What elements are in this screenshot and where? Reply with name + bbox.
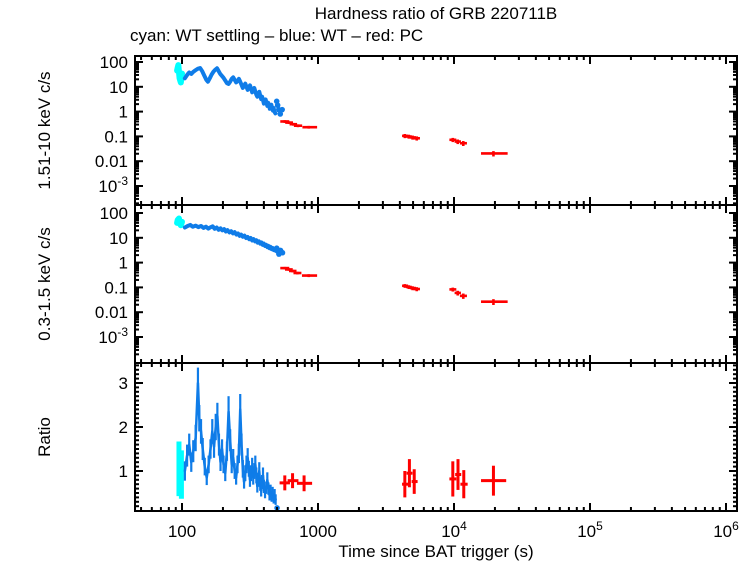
y-axis-title-hard: 1.51-10 keV c/s: [35, 71, 54, 189]
y-tick-label: 1: [119, 254, 128, 273]
wt-point: [279, 249, 286, 256]
y-tick-label: 0.1: [104, 127, 128, 146]
x-tick-label: 106: [713, 519, 739, 541]
x-tick-label: 100: [168, 522, 196, 541]
x-ticks-hard: [140, 56, 727, 205]
y-tick-label: 10-3: [98, 325, 128, 347]
panel-ratio: 3 2 1 Ratio: [35, 362, 738, 512]
y-tick-label: 10: [109, 78, 128, 97]
y-tick-label: 100: [100, 53, 128, 72]
x-tick-labels: 100 1000 104 105 106: [168, 519, 739, 541]
panel-frame-ratio: [134, 362, 738, 512]
chart-title: Hardness ratio of GRB 220711B: [314, 4, 558, 23]
series-ratio: [176, 367, 507, 511]
y-ticks-soft: [135, 212, 737, 356]
y-tick-label: 100: [100, 204, 128, 223]
x-ticks-soft: [140, 205, 727, 363]
y-axis-title-ratio: Ratio: [35, 417, 54, 457]
x-ticks-ratio: [140, 363, 727, 511]
y-tick-label: 10-3: [98, 174, 128, 196]
y-tick-label: 3: [119, 374, 128, 393]
panel-hard: 100 10 1 0.1 0.01 10-3 1.51-10 keV c/s: [35, 53, 738, 206]
y-tick-label: 0.01: [95, 152, 128, 171]
x-axis-title: Time since BAT trigger (s): [338, 542, 534, 561]
y-tick-label: 0.1: [104, 278, 128, 297]
y-tick-label: 0.01: [95, 303, 128, 322]
panel-soft: 100 10 1 0.1 0.01 10-3 0.3-1.5 keV c/s: [35, 204, 738, 364]
series-hard: [174, 62, 508, 157]
x-tick-label: 105: [577, 519, 603, 541]
y-tick-label: 1: [119, 462, 128, 481]
series-soft: [174, 215, 508, 306]
x-tick-label: 1000: [299, 522, 337, 541]
x-tick-label: 104: [441, 519, 467, 541]
y-tick-label: 2: [119, 418, 128, 437]
wt-point: [277, 111, 284, 117]
chart-legend-caption: cyan: WT settling – blue: WT – red: PC: [130, 26, 424, 45]
y-tick-label: 1: [119, 103, 128, 122]
y-axis-title-soft: 0.3-1.5 keV c/s: [35, 227, 54, 340]
wt-point: [279, 106, 285, 113]
y-ticks-hard: [135, 61, 737, 205]
wt-point: [274, 102, 281, 109]
y-ticks-ratio: [135, 364, 737, 508]
y-tick-label: 10: [109, 229, 128, 248]
